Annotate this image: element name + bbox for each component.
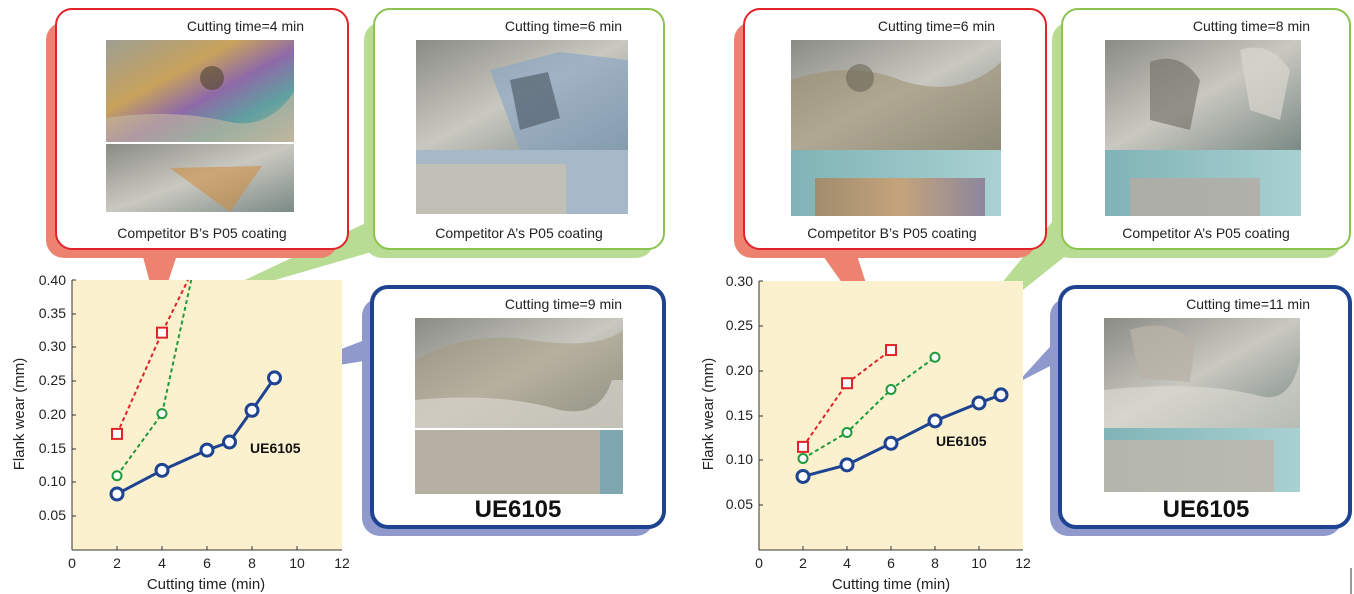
callout-caption: Competitor A’s P05 coating [1122,225,1290,241]
series-group [795,344,1009,484]
callout-competitor-a: Cutting time=6 min Competitor A’s P05 co… [364,8,665,258]
data-point-ue [795,468,811,484]
y-tick-label: 0.10 [39,473,66,489]
data-point-ue [927,413,943,429]
wear-photo [416,40,628,214]
data-point-a [885,383,897,395]
wear-photo [106,40,294,212]
x-tick-label: 4 [158,555,166,571]
plot-area [72,280,342,550]
y-ticks: 0.05 0.10 0.15 0.20 0.25 0.30 0.35 0.40 [39,272,76,523]
data-point-ue [244,402,260,418]
wear-photo [791,40,1001,216]
x-tick-label: 2 [799,555,807,571]
data-point-b [156,326,168,339]
chart-left: Cutting time=4 min Competitor B’s P05 co… [11,8,666,593]
x-tick-label: 6 [203,555,211,571]
data-point-a [156,408,168,420]
wear-photo [1105,40,1301,216]
x-tick-label: 12 [1015,555,1031,571]
callout-time-label: Cutting time=6 min [878,18,995,34]
data-point-a [797,453,809,465]
y-tick-label: 0.15 [39,440,66,456]
callout-time-label: Cutting time=4 min [187,18,304,34]
callout-caption: Competitor B’s P05 coating [117,225,286,241]
series-label-ue6105: UE6105 [936,433,987,449]
y-tick-label: 0.05 [39,507,66,523]
y-tick-label: 0.15 [726,407,753,423]
wear-photo [1104,318,1300,492]
x-tick-label: 10 [971,555,987,571]
callout-time-label: Cutting time=11 min [1186,296,1310,312]
y-tick-label: 0.20 [39,406,66,422]
data-point-ue [199,442,215,458]
y-tick-label: 0.30 [39,338,66,354]
callout-caption: Competitor B’s P05 coating [807,225,976,241]
x-tick-label: 8 [931,555,939,571]
callout-competitor-b: Cutting time=4 min Competitor B’s P05 co… [46,8,349,258]
x-tick-label: 0 [755,555,763,571]
series-line-b [116,279,189,435]
callout-ue6105: Cutting time=9 min UE6105 [362,285,666,536]
y-tick-label: 0.25 [39,372,66,388]
x-axis-label: Cutting time (min) [832,576,950,593]
x-tick-label: 12 [334,555,350,571]
y-tick-label: 0.10 [726,451,753,467]
series-label-ue6105: UE6105 [250,440,301,456]
x-tick-label: 10 [289,555,305,571]
data-point-ue [154,462,170,478]
data-point-ue [222,434,237,450]
data-point-b [111,427,123,440]
data-point-b [841,377,853,390]
callout-caption: UE6105 [1163,496,1250,523]
callout-caption: Competitor A’s P05 coating [435,225,603,241]
data-point-ue [883,435,899,451]
y-tick-label: 0.25 [726,317,753,333]
data-point-ue [109,486,125,502]
data-point-ue [993,387,1009,403]
x-tick-label: 6 [887,555,895,571]
callout-competitor-b: Cutting time=6 min Competitor B’s P05 co… [734,8,1047,258]
plot-area [759,281,1023,550]
callout-ue6105: Cutting time=11 min UE6105 [1050,285,1352,536]
y-tick-label: 0.05 [726,496,753,512]
chart-right: Cutting time=6 min Competitor B’s P05 co… [700,8,1352,593]
y-tick-label: 0.20 [726,362,753,378]
y-axis-label: Flank wear (mm) [700,358,717,471]
x-tick-label: 0 [68,555,76,571]
x-tick-label: 4 [843,555,851,571]
data-point-ue [267,370,282,386]
callout-competitor-a: Cutting time=8 min Competitor A’s P05 co… [1052,8,1351,258]
callout-b-tail [140,246,180,312]
callout-time-label: Cutting time=6 min [505,18,622,34]
data-point-a [929,351,941,363]
callout-ue-tail [1017,338,1058,383]
data-point-ue [971,395,987,411]
data-point-ue [839,457,855,473]
series-group [109,279,282,502]
data-point-b [885,344,897,357]
y-tick-label: 0.35 [39,305,66,321]
data-point-a [841,427,853,439]
y-tick-label: 0.40 [39,272,66,288]
wear-photo [415,318,623,494]
y-tick-label: 0.30 [726,273,753,289]
data-point-b [797,440,809,453]
x-tick-label: 8 [248,555,256,571]
x-axis-label: Cutting time (min) [147,576,265,593]
data-point-a [111,470,123,482]
callout-time-label: Cutting time=8 min [1193,18,1310,34]
y-axis-label: Flank wear (mm) [11,358,28,471]
callout-time-label: Cutting time=9 min [505,296,622,312]
x-tick-label: 2 [113,555,121,571]
y-ticks: 0.05 0.10 0.15 0.20 0.25 0.30 [726,273,763,512]
x-ticks: 0 2 4 6 8 10 12 [68,546,350,571]
x-ticks: 0 2 4 6 8 10 12 [755,546,1031,571]
callout-caption: UE6105 [475,496,562,523]
